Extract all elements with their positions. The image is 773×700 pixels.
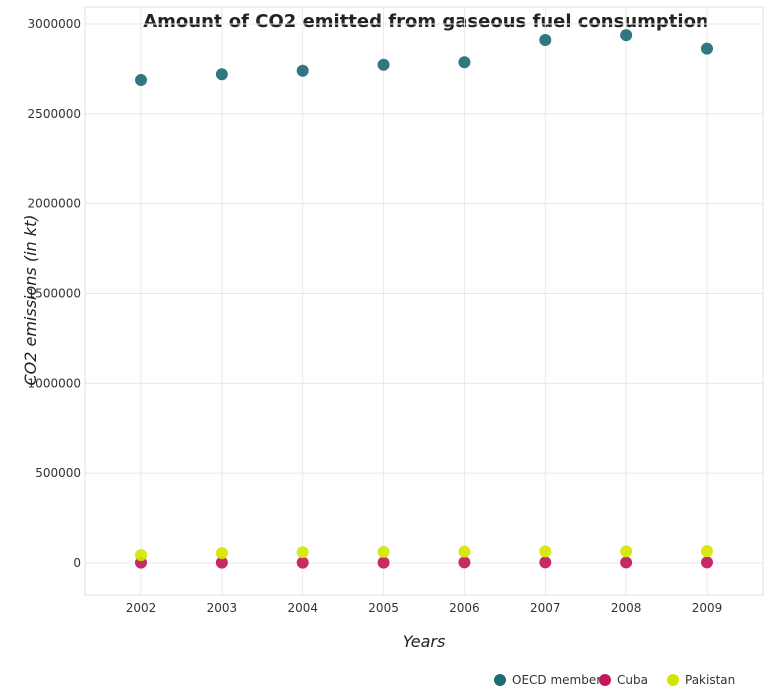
legend-label-oecd-members: OECD members [512,673,607,687]
x-tick-label: 2004 [287,601,318,615]
y-tick-label: 2500000 [28,107,81,121]
point-cuba-2007 [539,556,552,569]
y-tick-label: 500000 [35,466,81,480]
point-oecd-members-2009 [701,42,713,55]
point-oecd-members-2004 [296,64,309,77]
point-cuba-2003 [215,556,228,569]
point-pakistan-2002 [135,549,147,562]
x-axis-title: Years [403,632,446,651]
grid [85,7,763,595]
legend-label-pakistan: Pakistan [685,673,735,687]
point-oecd-members-2006 [458,56,471,69]
point-pakistan-2007 [539,545,552,558]
y-axis-title: CO2 emissions (in kt) [21,214,40,385]
plot-border [84,6,764,596]
point-cuba-2004 [296,556,309,569]
legend-marker-oecd-members [494,674,506,686]
point-pakistan-2008 [620,545,633,558]
y-tick-label: 1500000 [28,287,81,301]
y-tick-label: 2000000 [28,197,81,211]
y-tick-label: 0 [73,556,81,570]
chart-title: Amount of CO2 emitted from gaseous fuel … [143,11,709,32]
data-points [135,29,713,569]
x-tick-label: 2002 [126,601,157,615]
legend: OECD members Cuba Pakistan [494,673,735,687]
y-axis: 0 500000 1000000 1500000 2000000 2500000 30000… [28,17,81,570]
point-cuba-2006 [458,556,471,569]
x-tick-label: 2007 [530,601,561,615]
point-pakistan-2006 [458,545,471,558]
point-oecd-members-2007 [539,33,552,46]
point-cuba-2005 [377,556,390,569]
point-pakistan-2009 [701,545,713,558]
y-tick-label: 1000000 [28,376,81,390]
x-tick-label: 2006 [449,601,480,615]
x-tick-label: 2005 [368,601,399,615]
point-pakistan-2005 [377,545,390,558]
plot-area: 0 500000 1000000 1500000 2000000 2500000 30000… [28,6,764,615]
legend-marker-pakistan [667,674,679,686]
point-oecd-members-2008 [620,29,633,42]
point-oecd-members-2005 [377,58,390,71]
point-cuba-2009 [701,556,713,569]
x-axis: 2002 2003 2004 2005 2006 2007 2008 2009 [126,601,723,615]
point-pakistan-2003 [215,547,228,560]
point-pakistan-2004 [296,546,309,559]
x-tick-label: 2009 [692,601,723,615]
y-tick-label: 3000000 [28,17,81,31]
x-tick-label: 2003 [207,601,238,615]
point-oecd-members-2003 [215,68,228,81]
legend-marker-cuba [599,674,611,686]
x-tick-label: 2008 [611,601,642,615]
point-cuba-2008 [620,556,633,569]
legend-label-cuba: Cuba [617,673,648,687]
point-oecd-members-2002 [135,74,147,87]
